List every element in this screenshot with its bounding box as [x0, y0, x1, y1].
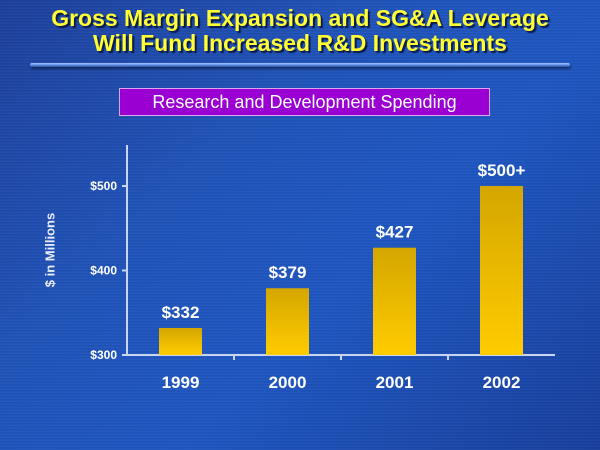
data-label: $427: [376, 223, 414, 242]
x-tick-label: 1999: [162, 373, 200, 392]
y-tick-label: $500: [90, 179, 117, 193]
bars: [159, 186, 523, 355]
x-tick-label: 2001: [376, 373, 414, 392]
x-tick-label: 2002: [483, 373, 521, 392]
title-underline: [30, 63, 570, 67]
data-label: $332: [162, 303, 200, 322]
chart-title-box: Research and Development Spending: [119, 88, 490, 116]
y-tick-label: $300: [90, 348, 117, 362]
x-tick-label: 2000: [269, 373, 307, 392]
bar-1999: [159, 327, 202, 355]
bar-2000: [266, 288, 309, 355]
data-label: $500+: [478, 161, 526, 180]
labels: $300 $400 $500 $332 1999 $379 2000 $427 2001 $500…: [90, 161, 525, 392]
data-label: $379: [269, 263, 307, 282]
title-line-1: Gross Margin Expansion and SG&A Leverage: [51, 5, 549, 31]
bar-2002: [480, 186, 523, 355]
bar-2001: [373, 247, 416, 355]
title-line-2: Will Fund Increased R&D Investments: [93, 30, 507, 56]
y-tick-label: $400: [90, 264, 117, 278]
slide-title: Gross Margin Expansion and SG&A Leverage…: [0, 6, 600, 56]
